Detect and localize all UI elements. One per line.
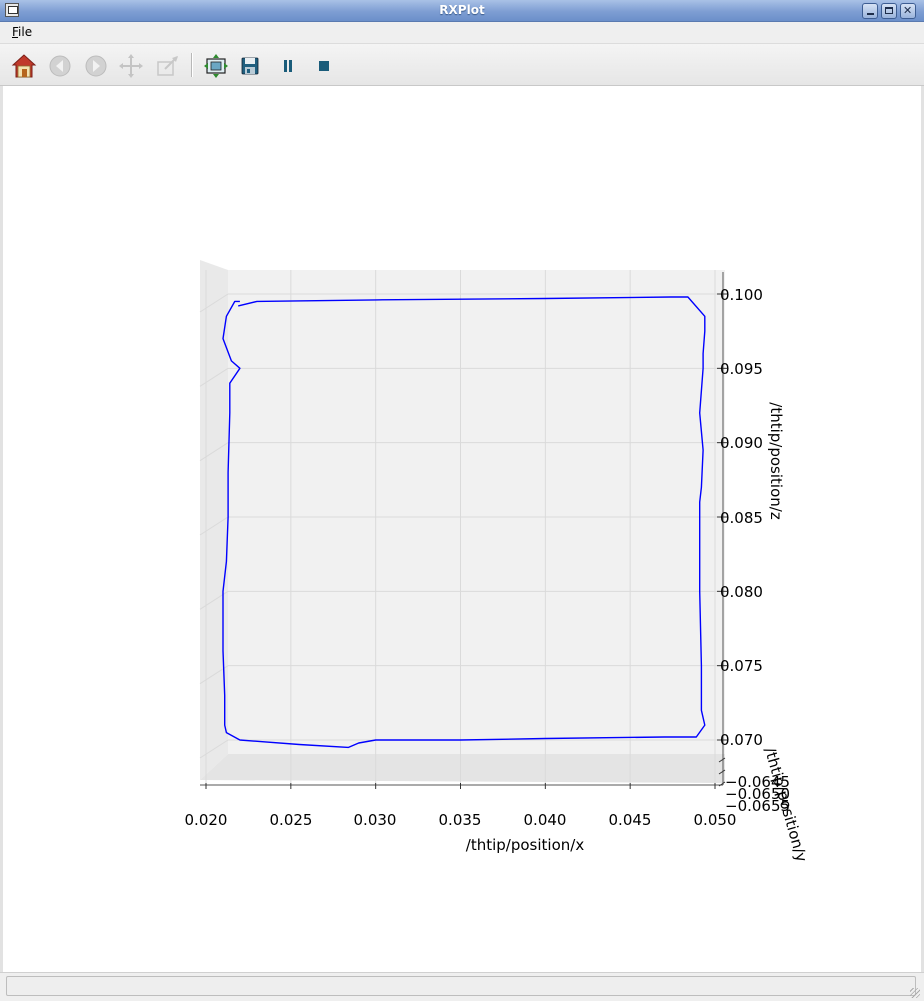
app-window-icon[interactable]: [5, 3, 19, 17]
grid-lines: [199, 270, 725, 783]
forward-icon[interactable]: [83, 53, 109, 79]
maximize-button[interactable]: [881, 3, 897, 19]
y-tick-mark: [718, 781, 726, 787]
x-tick-label: 0.045: [609, 811, 652, 829]
toolbar: [0, 44, 924, 86]
x-tick-label: 0.020: [185, 811, 228, 829]
pause-icon[interactable]: [275, 53, 301, 79]
menu-file-mnemonic: F: [12, 25, 19, 39]
z-side-grid-line: [199, 739, 229, 759]
axis-lines: [200, 272, 727, 789]
toolbar-separator: [191, 53, 193, 77]
z-side-grid-line: [199, 516, 229, 536]
z-tick-labels: 0.070 0.075 0.080 0.085 0.090 0.095 0.10…: [720, 286, 763, 749]
y-tick-label: −0.0655: [725, 797, 790, 815]
z-tick-label: 0.070: [720, 731, 763, 749]
status-bar: [0, 972, 924, 1001]
pan-icon[interactable]: [118, 53, 144, 79]
plot-canvas[interactable]: 0.020 0.025 0.030 0.035 0.040 0.045 0.05…: [0, 86, 924, 972]
chart-3d[interactable]: 0.020 0.025 0.030 0.035 0.040 0.045 0.05…: [3, 86, 921, 972]
z-tick-label: 0.080: [720, 583, 763, 601]
x-tick-label: 0.030: [354, 811, 397, 829]
back-icon[interactable]: [47, 53, 73, 79]
home-icon[interactable]: [11, 53, 37, 79]
y-tick-label: −0.0645: [725, 773, 790, 791]
x-tick-label: 0.040: [524, 811, 567, 829]
y-tick-labels: −0.0645 −0.0650 −0.0655: [725, 773, 790, 815]
z-side-grid-line: [199, 442, 229, 462]
series-group: [222, 296, 706, 749]
y-tick-label: −0.0650: [725, 785, 790, 803]
x-tick-label: 0.050: [694, 811, 737, 829]
y-tick-mark: [718, 769, 726, 775]
z-side-grid-line: [199, 293, 229, 313]
z-tick-label: 0.095: [720, 360, 763, 378]
series-line: [222, 296, 706, 749]
z-side-grid-line: [199, 367, 229, 387]
stop-icon[interactable]: [311, 53, 337, 79]
window-title: RXPlot: [439, 3, 485, 17]
menu-file[interactable]: File: [12, 25, 32, 39]
z-tick-label: 0.085: [720, 509, 763, 527]
configure-subplots-icon[interactable]: [203, 53, 229, 79]
y-tick-mark: [718, 757, 726, 763]
close-button[interactable]: [900, 3, 916, 19]
x-tick-label: 0.025: [270, 811, 313, 829]
minimize-button[interactable]: [862, 3, 878, 19]
side-pane: [200, 260, 228, 780]
floor-pane: [200, 754, 725, 783]
zoom-icon[interactable]: [155, 53, 181, 79]
z-tick-label: 0.075: [720, 657, 763, 675]
z-axis-label: /thtip/position/z: [767, 402, 785, 520]
z-tick-label: 0.090: [720, 434, 763, 452]
save-icon[interactable]: [237, 53, 263, 79]
status-message: [6, 976, 916, 996]
menu-bar: File: [0, 22, 924, 44]
x-axis-label: /thtip/position/x: [466, 836, 585, 854]
z-tick-label: 0.100: [720, 286, 763, 304]
x-tick-labels: 0.020 0.025 0.030 0.035 0.040 0.045 0.05…: [185, 811, 737, 829]
axes-pane: [200, 260, 725, 783]
x-tick-label: 0.035: [439, 811, 482, 829]
resize-grip[interactable]: [910, 988, 920, 998]
menu-file-label: ile: [18, 25, 33, 39]
back-pane: [228, 270, 725, 754]
title-bar[interactable]: RXPlot: [0, 0, 924, 22]
